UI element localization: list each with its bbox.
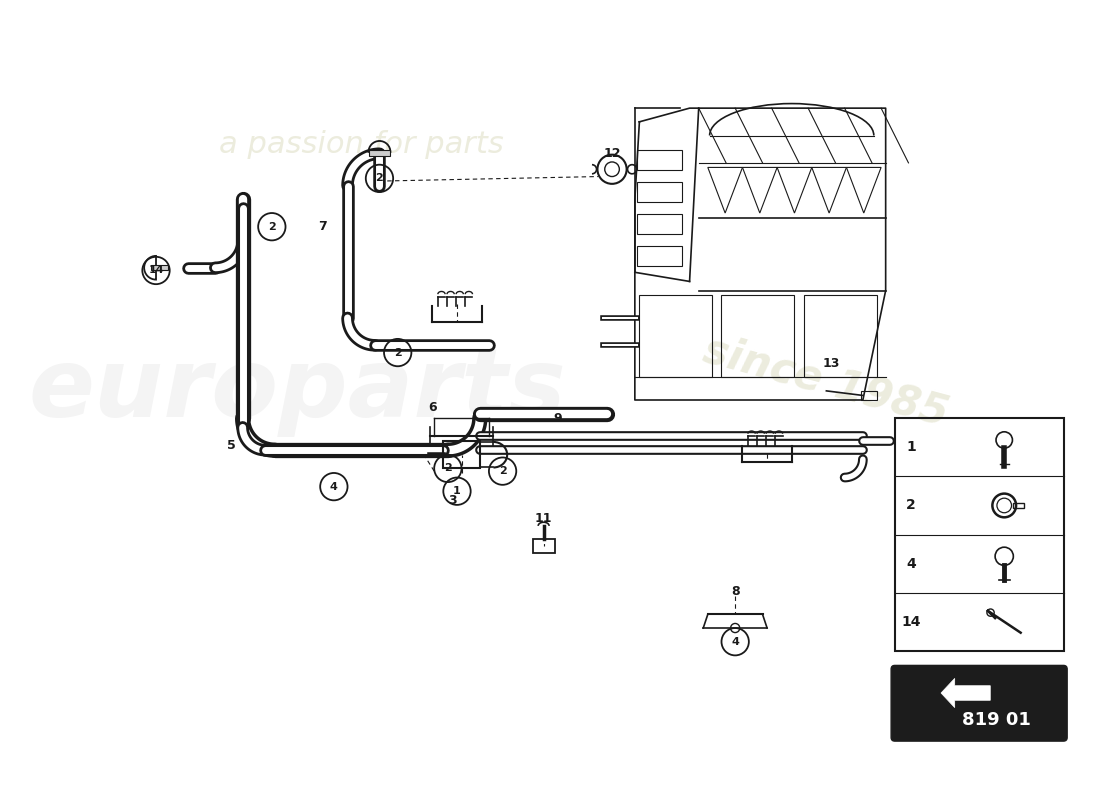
- Text: 9: 9: [553, 412, 562, 425]
- Text: 2: 2: [906, 498, 916, 513]
- Text: 2: 2: [394, 347, 402, 358]
- Text: 11: 11: [535, 512, 552, 525]
- Bar: [637, 182, 682, 202]
- Bar: [368, 150, 390, 155]
- Bar: [894, 418, 1064, 651]
- Text: 2: 2: [444, 463, 452, 474]
- Text: 14: 14: [902, 614, 921, 629]
- Text: 7: 7: [319, 220, 328, 234]
- Text: 12: 12: [603, 147, 620, 160]
- Text: 4: 4: [732, 637, 739, 646]
- Text: 13: 13: [823, 357, 839, 370]
- Text: since 1985: since 1985: [700, 329, 954, 434]
- Text: a passion for parts: a passion for parts: [219, 130, 504, 159]
- Text: 1: 1: [453, 486, 461, 496]
- Text: 2: 2: [375, 174, 383, 183]
- Bar: [861, 391, 878, 400]
- Bar: [1013, 502, 1024, 508]
- Bar: [637, 214, 682, 234]
- Bar: [637, 246, 682, 266]
- Text: 2: 2: [498, 466, 506, 476]
- Text: 3: 3: [448, 494, 456, 507]
- Bar: [443, 441, 480, 469]
- Bar: [637, 150, 682, 170]
- Bar: [152, 265, 168, 270]
- Text: 2: 2: [268, 222, 276, 232]
- Text: 14: 14: [148, 266, 164, 275]
- Polygon shape: [940, 678, 990, 707]
- Text: 1: 1: [906, 440, 916, 454]
- Text: 6: 6: [428, 401, 437, 414]
- FancyBboxPatch shape: [891, 666, 1067, 741]
- Text: europarts: europarts: [29, 344, 566, 438]
- Text: 819 01: 819 01: [961, 711, 1031, 730]
- Text: 4: 4: [906, 557, 916, 570]
- Text: 4: 4: [330, 482, 338, 492]
- Text: 8: 8: [730, 585, 739, 598]
- Text: 5: 5: [228, 439, 236, 452]
- Bar: [532, 538, 554, 554]
